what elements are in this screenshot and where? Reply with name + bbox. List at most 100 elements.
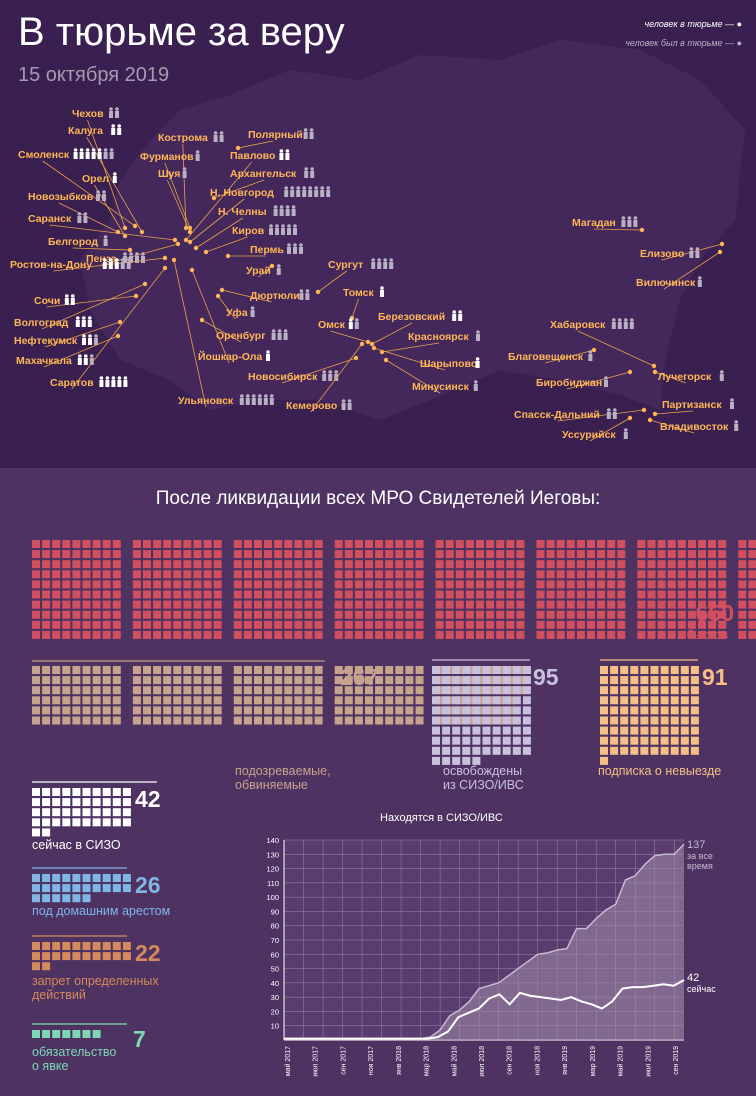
square	[650, 696, 659, 705]
square	[365, 600, 373, 609]
city-vilyuchinsk: Вилючинск	[636, 249, 723, 290]
square	[442, 756, 451, 765]
square	[92, 550, 101, 559]
square	[600, 696, 608, 705]
square	[82, 600, 91, 609]
square	[607, 590, 616, 599]
square	[163, 696, 172, 705]
person-past-icon	[633, 216, 638, 220]
square	[52, 610, 61, 619]
square	[395, 570, 404, 579]
person-past-icon	[281, 224, 285, 228]
square	[738, 630, 747, 639]
square	[476, 620, 484, 629]
square	[677, 600, 686, 609]
city-name: Спасск-Дальний	[514, 409, 600, 421]
square	[62, 570, 71, 579]
square	[452, 746, 461, 755]
square	[698, 610, 706, 619]
person-past-icon	[250, 310, 255, 317]
square	[143, 590, 151, 599]
person-past-icon	[604, 376, 608, 380]
person-past-icon	[633, 220, 638, 227]
square	[52, 666, 61, 674]
square	[32, 630, 40, 639]
square	[600, 666, 608, 674]
square	[32, 874, 40, 882]
square	[748, 620, 756, 629]
square	[122, 818, 131, 827]
square	[452, 726, 461, 735]
city-name: Кемерово	[286, 400, 337, 412]
square	[462, 706, 471, 715]
square	[82, 580, 91, 589]
city-name: Йошкар-Ола	[198, 350, 262, 363]
square	[32, 716, 40, 725]
square	[435, 600, 444, 609]
square	[512, 706, 521, 715]
city-name: Омск	[318, 319, 346, 331]
square	[587, 610, 595, 619]
person-past-icon	[304, 167, 309, 171]
square	[334, 570, 343, 579]
city-leader-line	[258, 265, 273, 278]
person-past-icon	[102, 190, 106, 194]
person-past-icon	[94, 334, 98, 338]
square	[617, 550, 626, 559]
square	[294, 570, 303, 579]
square	[442, 696, 451, 705]
square	[462, 736, 471, 745]
square	[183, 630, 192, 639]
square	[650, 716, 659, 725]
square	[82, 874, 91, 882]
square	[102, 706, 111, 715]
square	[667, 580, 676, 589]
square	[640, 716, 649, 725]
square	[496, 620, 505, 629]
square	[395, 686, 404, 695]
square	[344, 570, 353, 579]
city-n-chelny: Н. Челны	[193, 205, 296, 251]
square	[112, 686, 121, 695]
square	[476, 550, 484, 559]
square	[72, 666, 81, 674]
square	[173, 666, 182, 674]
square	[455, 580, 464, 589]
y-tick-label: 50	[271, 965, 279, 974]
city-leader-line	[49, 224, 176, 241]
square	[153, 590, 162, 599]
square	[304, 570, 313, 579]
square	[670, 716, 679, 725]
square	[354, 630, 363, 639]
square	[334, 666, 343, 674]
city-elizovo: Елизово	[640, 241, 725, 261]
square	[304, 686, 313, 695]
square	[536, 610, 545, 619]
square	[375, 676, 384, 685]
square	[462, 676, 471, 685]
square	[375, 600, 384, 609]
square	[354, 716, 363, 725]
person-past-icon	[251, 398, 256, 405]
square	[432, 716, 440, 725]
city-leader-line	[385, 359, 441, 394]
person-current-icon	[77, 358, 82, 365]
square	[314, 550, 323, 559]
square	[607, 630, 616, 639]
square	[617, 600, 626, 609]
city-name: Белгород	[48, 236, 98, 248]
square	[718, 570, 727, 579]
square	[607, 570, 616, 579]
square	[153, 580, 162, 589]
square	[183, 590, 192, 599]
square	[143, 716, 151, 725]
square	[452, 686, 461, 695]
city-leader-line	[566, 371, 631, 390]
square	[112, 788, 121, 796]
city-krasnoyarsk: Красноярск	[379, 330, 480, 355]
square	[32, 808, 40, 817]
person-current-icon	[82, 338, 86, 345]
square	[132, 550, 141, 559]
square	[708, 630, 717, 639]
square	[132, 540, 141, 548]
